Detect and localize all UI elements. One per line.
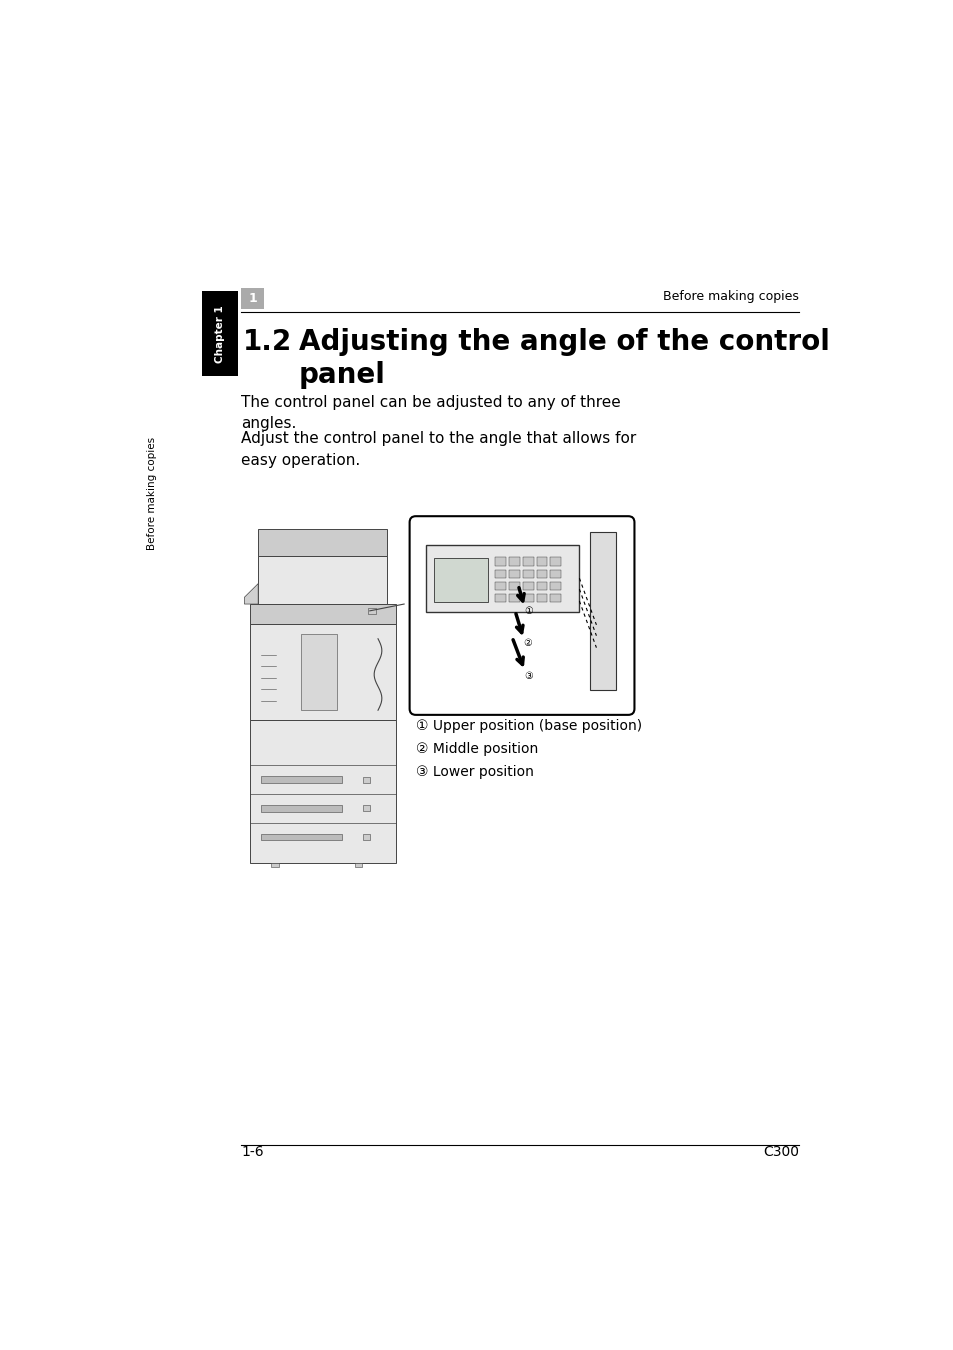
Bar — [272, 863, 279, 867]
Bar — [550, 582, 560, 590]
Bar — [258, 529, 387, 556]
Bar — [509, 594, 519, 602]
Bar — [368, 608, 375, 614]
Text: Adjusting the angle of the control
panel: Adjusting the angle of the control panel — [298, 328, 829, 389]
Text: Adjust the control panel to the angle that allows for
easy operation.: Adjust the control panel to the angle th… — [241, 432, 636, 467]
Polygon shape — [244, 583, 258, 603]
Bar — [536, 594, 547, 602]
Text: Before making copies: Before making copies — [662, 290, 799, 304]
Bar — [355, 863, 362, 867]
Text: ③ Lower position: ③ Lower position — [416, 765, 533, 779]
Bar — [495, 582, 505, 590]
Bar — [495, 570, 505, 578]
Text: Chapter 1: Chapter 1 — [214, 305, 225, 363]
Text: 1: 1 — [248, 292, 256, 305]
Text: Before making copies: Before making copies — [148, 436, 157, 549]
Bar — [300, 634, 336, 710]
Bar — [363, 776, 369, 783]
Text: 1.2: 1.2 — [242, 328, 292, 355]
Bar — [522, 570, 533, 578]
Bar — [536, 582, 547, 590]
Bar — [434, 558, 487, 602]
Bar — [261, 805, 341, 811]
Bar — [261, 833, 341, 841]
Bar — [522, 582, 533, 590]
Bar — [258, 556, 387, 603]
Bar — [426, 544, 578, 612]
Bar — [261, 776, 341, 783]
Bar — [250, 603, 395, 625]
Bar — [536, 570, 547, 578]
Text: C300: C300 — [762, 1145, 799, 1160]
Bar — [550, 558, 560, 566]
Bar — [522, 594, 533, 602]
Bar — [509, 570, 519, 578]
Text: ① Upper position (base position): ① Upper position (base position) — [416, 718, 641, 733]
Bar — [550, 594, 560, 602]
Bar — [250, 625, 395, 720]
Bar — [250, 720, 395, 863]
Text: ② Middle position: ② Middle position — [416, 741, 537, 756]
Bar — [509, 558, 519, 566]
Bar — [363, 834, 369, 840]
Bar — [363, 806, 369, 811]
Text: ①: ① — [524, 606, 533, 616]
Bar — [241, 288, 264, 309]
FancyBboxPatch shape — [409, 516, 634, 716]
Bar — [201, 292, 237, 377]
Text: ③: ③ — [524, 671, 533, 682]
Text: The control panel can be adjusted to any of three
angles.: The control panel can be adjusted to any… — [241, 394, 620, 431]
Bar — [495, 594, 505, 602]
Bar — [495, 558, 505, 566]
Bar — [589, 532, 615, 690]
Bar — [550, 570, 560, 578]
Bar — [522, 558, 533, 566]
Bar — [509, 582, 519, 590]
Bar — [536, 558, 547, 566]
Text: ②: ② — [523, 637, 532, 648]
Text: 1-6: 1-6 — [241, 1145, 263, 1160]
